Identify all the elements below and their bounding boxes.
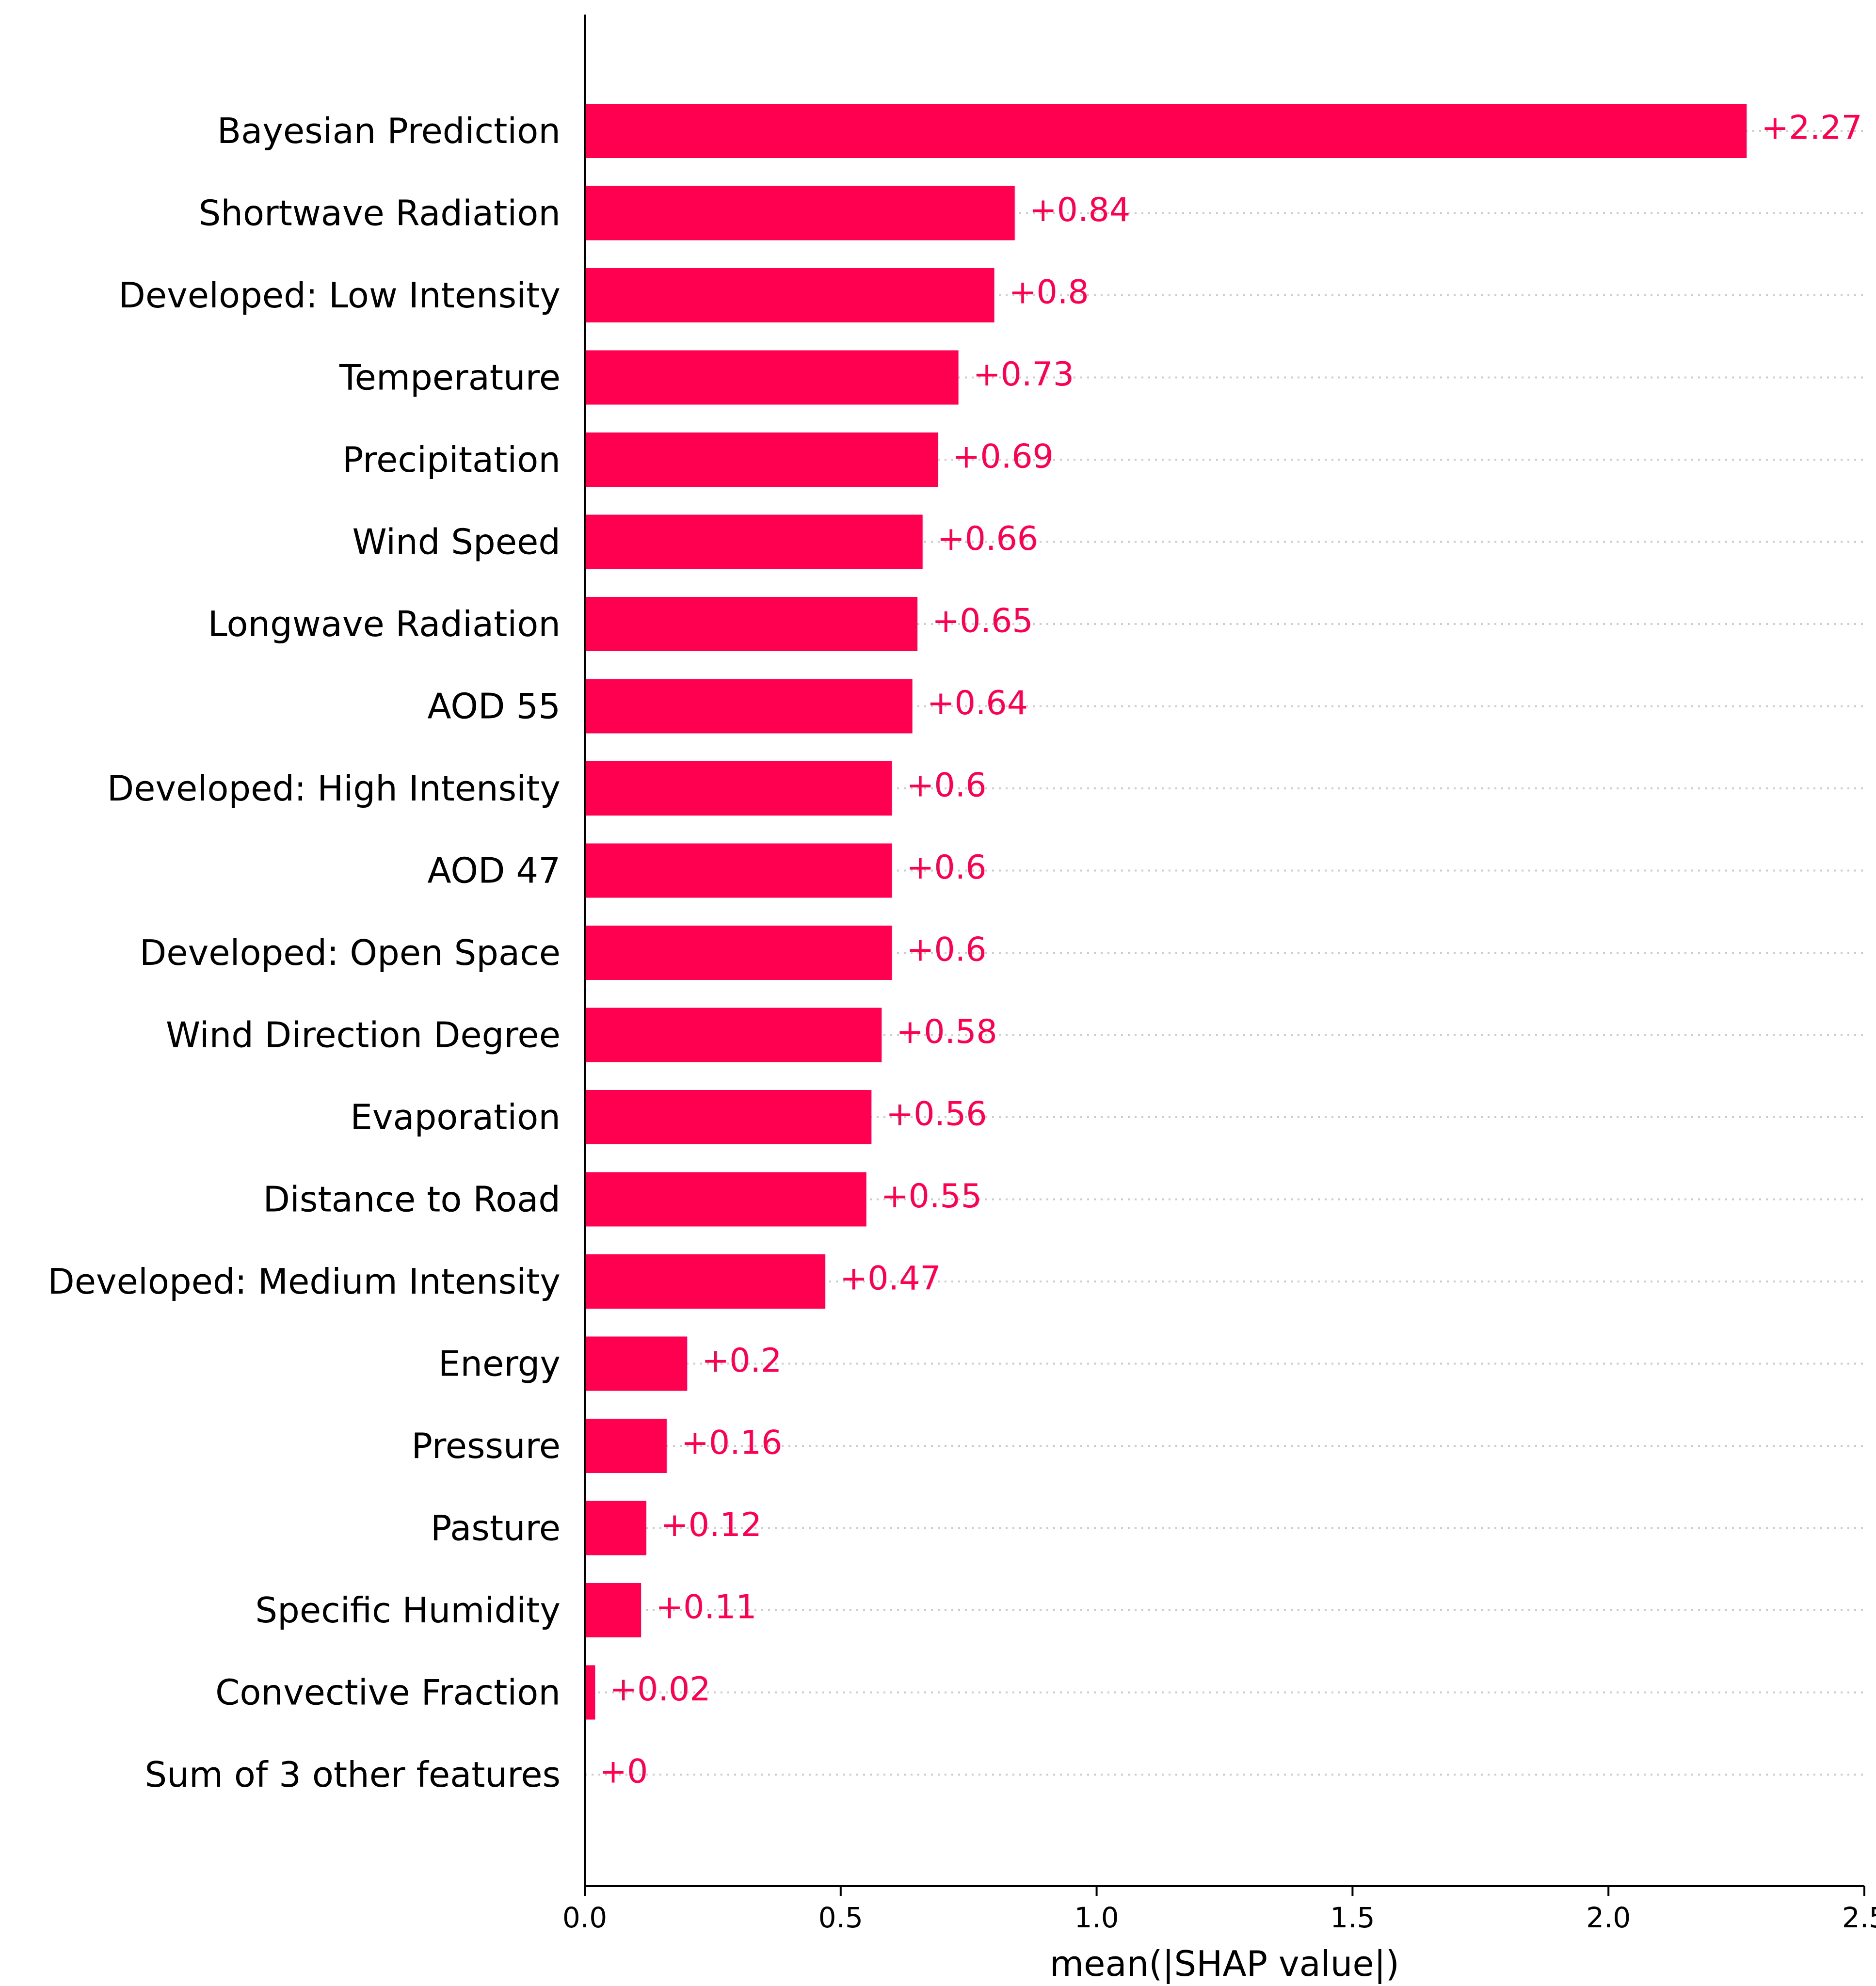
bar bbox=[585, 1419, 667, 1473]
value-label: +0.02 bbox=[609, 1670, 710, 1709]
bar bbox=[585, 926, 892, 980]
feature-label: Developed: Low Intensity bbox=[118, 275, 561, 316]
feature-label: Longwave Radiation bbox=[208, 604, 561, 644]
x-tick-label: 0.0 bbox=[562, 1901, 607, 1934]
bar bbox=[585, 1665, 595, 1720]
feature-label: Shortwave Radiation bbox=[199, 193, 561, 234]
value-label: +2.27 bbox=[1761, 109, 1862, 147]
bar bbox=[585, 104, 1747, 158]
bar bbox=[585, 514, 923, 569]
feature-labels: Bayesian Prediction Shortwave Radiation De… bbox=[48, 111, 561, 1795]
bar bbox=[585, 679, 913, 734]
feature-label: Developed: High Intensity bbox=[107, 768, 561, 809]
bar bbox=[585, 1254, 826, 1309]
value-label: +0.73 bbox=[973, 355, 1074, 394]
bar bbox=[585, 1008, 882, 1062]
bar bbox=[585, 843, 892, 898]
feature-label: Specific Humidity bbox=[255, 1590, 561, 1631]
bar bbox=[585, 597, 918, 651]
x-ticks: 0.0 0.5 1.0 1.5 2.0 2.5 bbox=[562, 1886, 1876, 1934]
feature-label: Wind Speed bbox=[352, 522, 561, 562]
value-label: +0.6 bbox=[906, 849, 986, 887]
value-label: +0.69 bbox=[952, 438, 1053, 476]
value-label: +0.8 bbox=[1009, 273, 1089, 312]
value-label: +0.55 bbox=[881, 1177, 982, 1216]
feature-label: Wind Direction Degree bbox=[166, 1015, 561, 1056]
value-label: +0.84 bbox=[1029, 191, 1130, 229]
feature-label: AOD 55 bbox=[427, 686, 561, 727]
value-label: +0.64 bbox=[927, 684, 1028, 722]
bar bbox=[585, 1090, 872, 1144]
value-labels: +2.27 +0.84 +0.8 +0.73 +0.69 +0.66 +0.65 +0.64 +… bbox=[599, 109, 1862, 1791]
x-tick-label: 1.5 bbox=[1330, 1901, 1375, 1934]
x-tick-label: 1.0 bbox=[1074, 1901, 1119, 1934]
value-label: +0.66 bbox=[937, 520, 1038, 558]
row-guides bbox=[585, 130, 1864, 1776]
value-label: +0 bbox=[599, 1753, 648, 1791]
value-label: +0.12 bbox=[661, 1506, 762, 1544]
value-label: +0.16 bbox=[681, 1424, 782, 1462]
feature-label: Convective Fraction bbox=[215, 1672, 561, 1713]
value-label: +0.6 bbox=[906, 931, 986, 969]
bar bbox=[585, 1172, 866, 1227]
feature-label: Temperature bbox=[339, 357, 561, 398]
value-label: +0.65 bbox=[932, 602, 1033, 641]
bar bbox=[585, 1583, 641, 1637]
value-label: +0.2 bbox=[702, 1342, 782, 1380]
bar bbox=[585, 268, 994, 322]
feature-label: Pasture bbox=[431, 1508, 561, 1549]
value-label: +0.58 bbox=[896, 1013, 997, 1051]
feature-label: Precipitation bbox=[342, 439, 561, 480]
feature-label: Sum of 3 other features bbox=[145, 1754, 561, 1795]
x-tick-label: 2.0 bbox=[1586, 1901, 1631, 1934]
bar bbox=[585, 761, 892, 816]
value-label: +0.11 bbox=[656, 1588, 756, 1627]
feature-label: Pressure bbox=[412, 1425, 561, 1466]
feature-label: Evaporation bbox=[350, 1097, 561, 1137]
bar bbox=[585, 1336, 688, 1391]
feature-label: Bayesian Prediction bbox=[217, 111, 561, 151]
x-tick-label: 0.5 bbox=[818, 1901, 863, 1934]
feature-label: Developed: Medium Intensity bbox=[48, 1261, 561, 1302]
feature-label: Distance to Road bbox=[263, 1179, 561, 1220]
feature-label: Developed: Open Space bbox=[140, 932, 561, 973]
value-label: +0.56 bbox=[886, 1095, 987, 1134]
bar bbox=[585, 350, 959, 405]
bars-group bbox=[585, 104, 1747, 1720]
bar bbox=[585, 1501, 646, 1555]
bar bbox=[585, 432, 938, 487]
value-label: +0.47 bbox=[840, 1260, 941, 1298]
x-axis-title: mean(|SHAP value|) bbox=[1050, 1943, 1399, 1985]
feature-label: AOD 47 bbox=[427, 850, 561, 891]
x-tick-label: 2.5 bbox=[1842, 1901, 1876, 1934]
bar bbox=[585, 186, 1015, 240]
axes-group bbox=[584, 15, 1864, 1887]
feature-label: Energy bbox=[438, 1344, 561, 1384]
value-label: +0.6 bbox=[906, 767, 986, 805]
